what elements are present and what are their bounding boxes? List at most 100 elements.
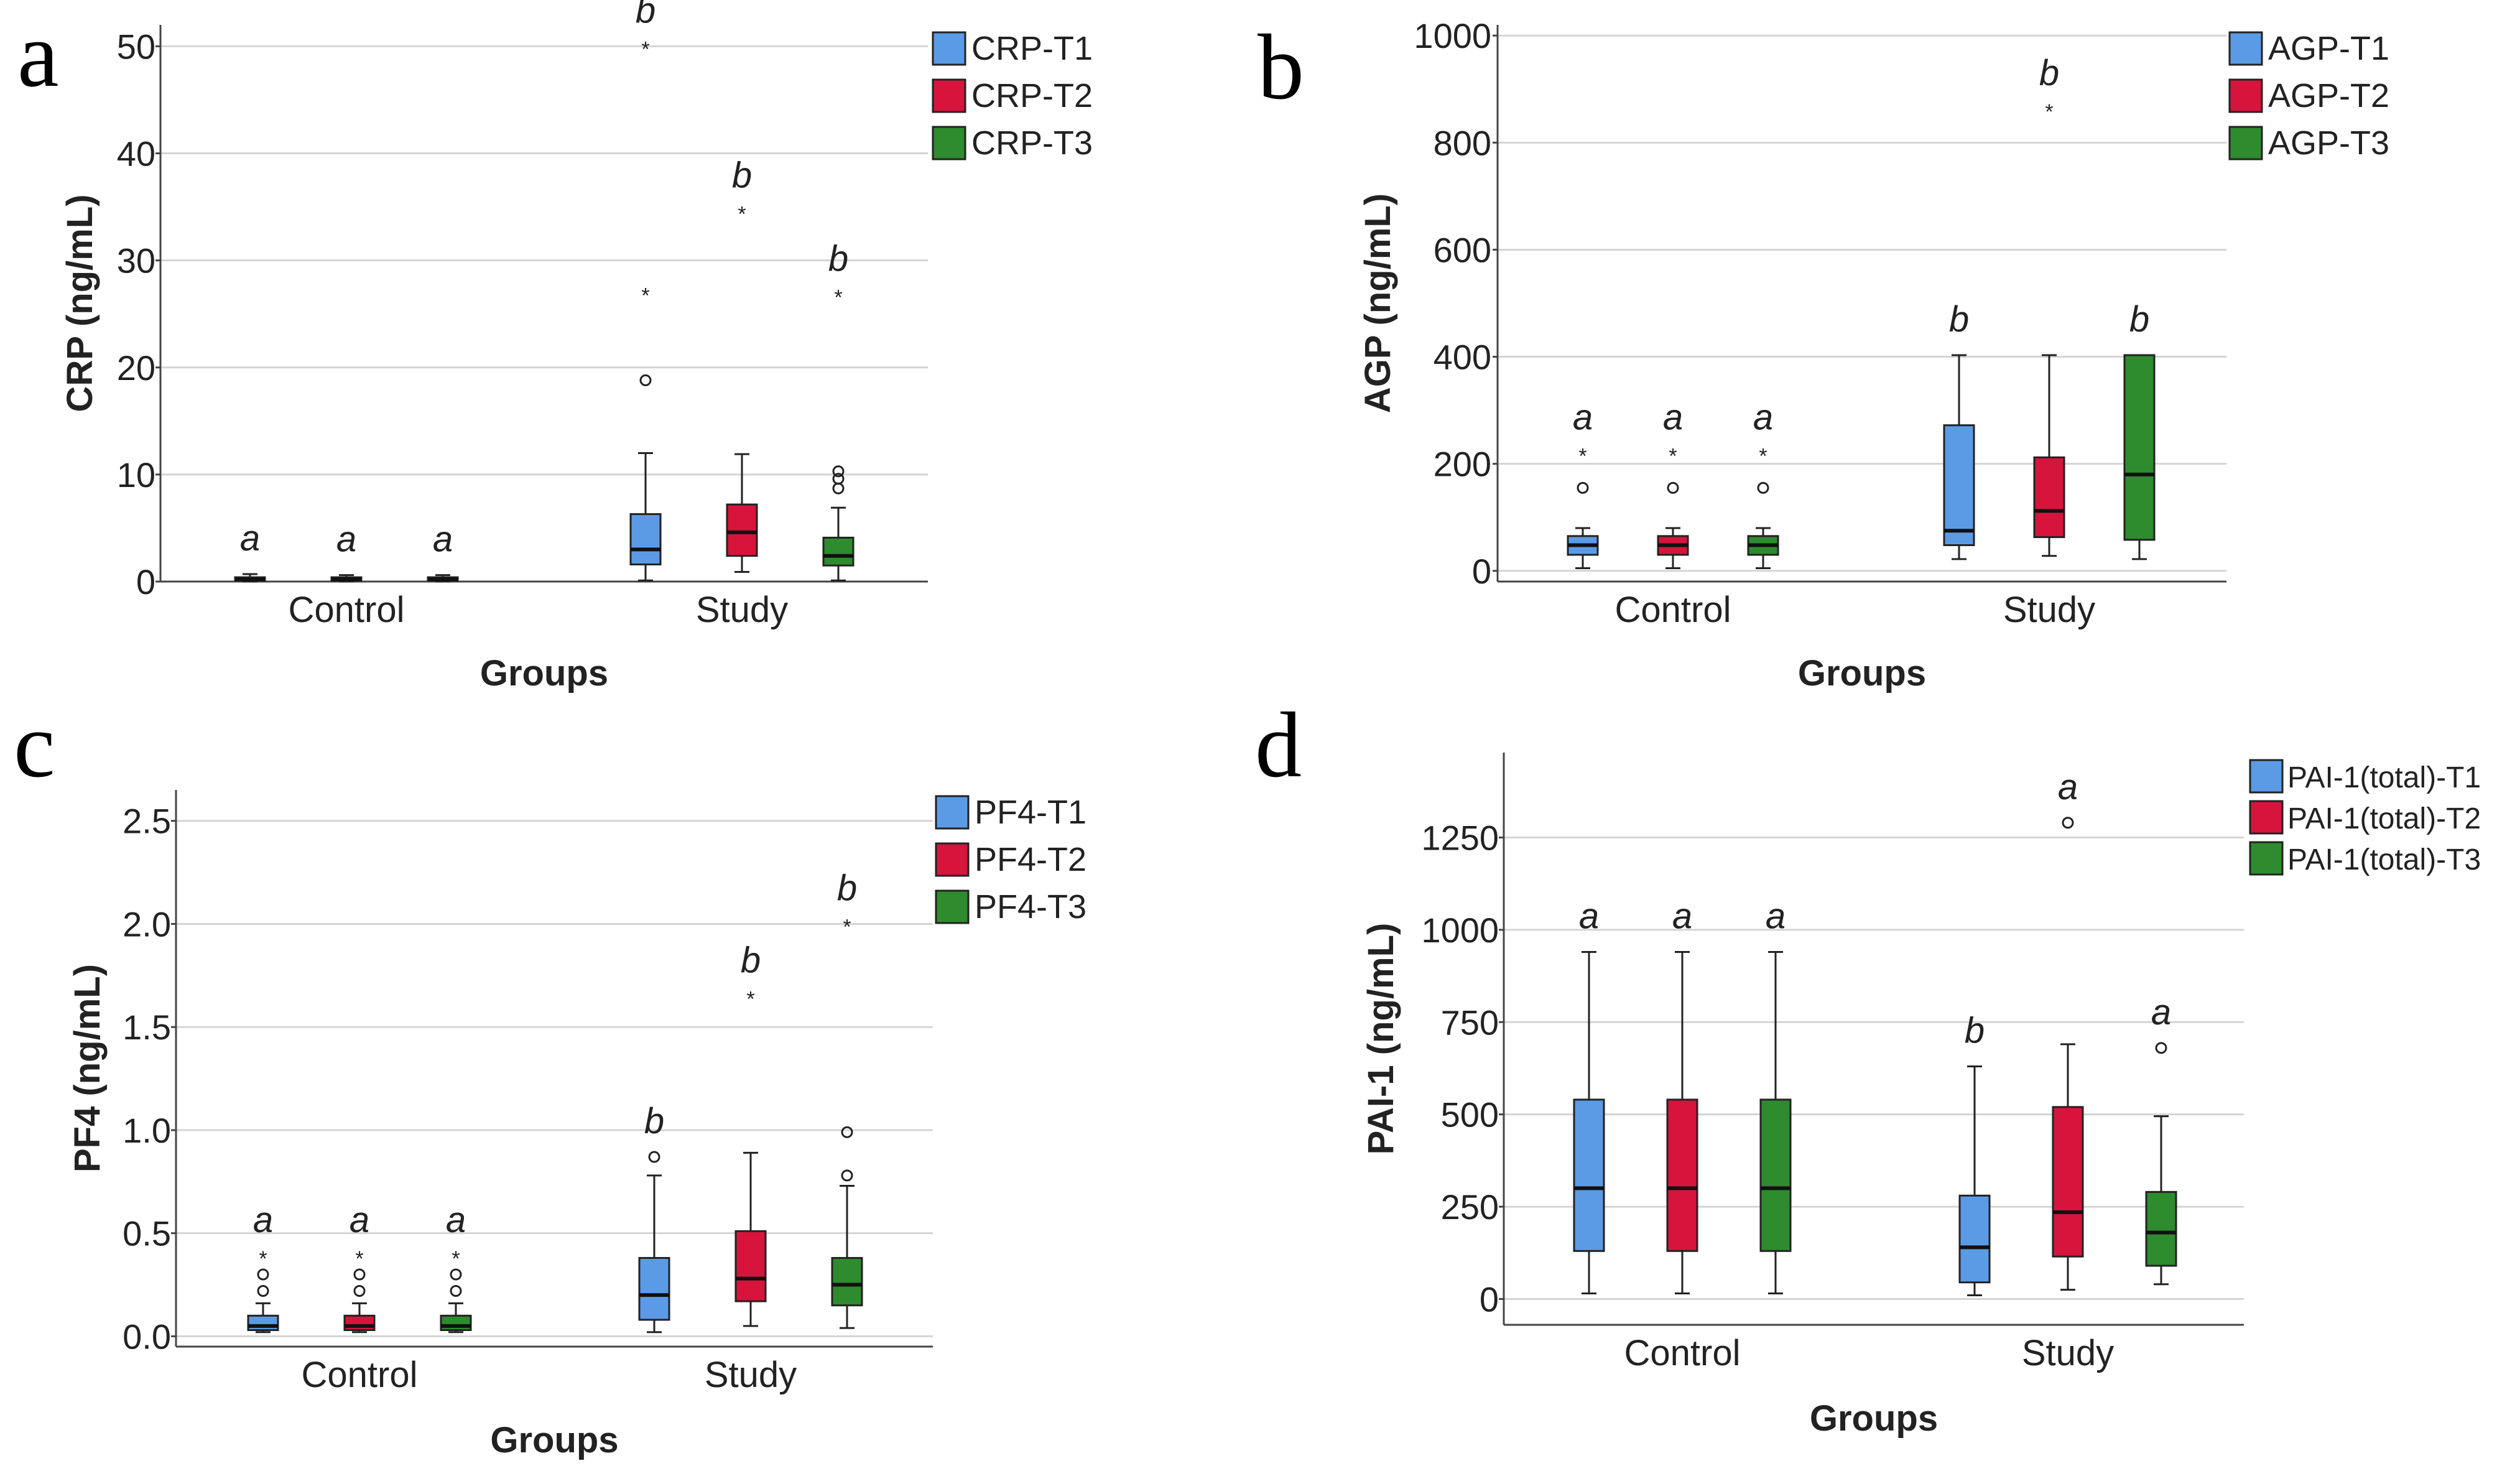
significance-label: a <box>1672 896 1692 937</box>
y-tick-label: 20 <box>117 348 155 387</box>
extreme-point: * <box>2045 100 2053 124</box>
extreme-point: * <box>738 202 746 226</box>
box-body <box>638 1256 670 1321</box>
box-body <box>1943 424 1975 546</box>
significance-label: b <box>2039 53 2059 93</box>
legend-label: AGP-T1 <box>2268 30 2389 67</box>
y-tick-label: 750 <box>1441 1003 1499 1042</box>
significance-label: a <box>1766 896 1786 937</box>
legend-swatch <box>935 889 970 924</box>
extreme-point: * <box>355 1247 363 1271</box>
outlier-point <box>841 1169 853 1182</box>
panel-letter: c <box>14 694 55 797</box>
legend-swatch <box>2249 800 2284 835</box>
y-tick-label: 400 <box>1434 338 1491 377</box>
x-category-label: Control <box>1615 590 1731 630</box>
extreme-point: * <box>1578 444 1587 468</box>
significance-label: b <box>1949 299 1969 340</box>
significance-label: a <box>433 519 453 560</box>
outlier-point <box>353 1285 366 1297</box>
extreme-point: * <box>1759 444 1767 468</box>
panel-letter: a <box>17 3 59 106</box>
box-body <box>822 536 855 567</box>
legend-label: AGP-T3 <box>2268 124 2389 162</box>
outlier-point <box>2155 1042 2167 1054</box>
y-tick-label: 1000 <box>1414 16 1491 55</box>
outlier-point <box>639 374 652 386</box>
x-axis-title: Groups <box>1810 1398 1938 1439</box>
legend-label: PF4-T1 <box>975 794 1086 831</box>
box-body <box>440 1314 472 1331</box>
x-category-label: Control <box>289 590 405 630</box>
extreme-point: * <box>843 915 851 939</box>
y-tick-label: 250 <box>1441 1187 1499 1227</box>
box-body <box>1958 1194 1991 1284</box>
chart-panel-c: c 0.0 0.5 1.0 1.5 2.0 2.5 PF4 (ng/mL) Control Stu… <box>14 694 1086 1460</box>
legend-label: CRP-T2 <box>971 77 1093 114</box>
box-body <box>2052 1106 2084 1258</box>
y-tick-label: 40 <box>117 134 155 174</box>
legend-swatch <box>2249 759 2284 794</box>
legend-swatch <box>2228 78 2263 113</box>
y-tick-label: 600 <box>1434 230 1491 269</box>
significance-label: b <box>732 155 752 195</box>
outlier-point <box>1667 481 1679 494</box>
legend-swatch <box>2228 126 2263 160</box>
outlier-point <box>1577 481 1589 494</box>
extreme-point: * <box>746 987 754 1011</box>
legend-label: PF4-T3 <box>975 888 1086 926</box>
significance-label: b <box>2129 299 2149 340</box>
significance-label: b <box>828 239 848 279</box>
extreme-point: * <box>259 1247 267 1271</box>
outlier-point <box>450 1285 462 1297</box>
y-tick-label: 0 <box>136 562 155 601</box>
significance-label: a <box>1579 896 1599 937</box>
x-category-label: Study <box>2003 590 2095 630</box>
y-tick-label: 1.0 <box>123 1111 171 1150</box>
y-tick-label: 2.5 <box>123 802 171 841</box>
x-category-label: Control <box>302 1355 418 1395</box>
legend-label: CRP-T1 <box>971 30 1093 67</box>
y-tick-label: 2.0 <box>123 904 171 944</box>
box-body <box>1666 1098 1698 1252</box>
significance-label: a <box>1663 397 1683 437</box>
outlier-point <box>353 1268 366 1281</box>
y-tick-label: 50 <box>117 27 155 66</box>
legend-swatch <box>2228 31 2263 66</box>
legend-swatch <box>932 126 966 160</box>
significance-label: a <box>1753 397 1773 437</box>
outlier-point <box>257 1285 269 1297</box>
y-tick-label: 500 <box>1441 1095 1499 1135</box>
y-axis-title: PF4 (ng/mL) <box>67 964 108 1172</box>
x-axis-title: Groups <box>490 1420 618 1460</box>
legend-swatch <box>2249 841 2284 876</box>
legend-swatch <box>935 842 970 877</box>
y-tick-label: 1.5 <box>123 1008 171 1047</box>
outlier-point <box>832 482 845 494</box>
y-tick-label: 800 <box>1434 123 1491 162</box>
significance-label: a <box>253 1200 273 1240</box>
y-tick-label: 200 <box>1434 445 1491 484</box>
x-axis-title: Groups <box>1798 653 1926 694</box>
y-tick-label: 0 <box>1472 552 1491 591</box>
box-body <box>1573 1098 1605 1252</box>
y-axis-title: CRP (ng/mL) <box>60 194 100 412</box>
outlier-point <box>648 1151 660 1163</box>
y-tick-label: 10 <box>117 455 155 494</box>
legend-swatch <box>932 78 966 113</box>
box-body <box>629 513 662 565</box>
significance-label: b <box>636 0 655 30</box>
box-body <box>1759 1098 1792 1252</box>
y-tick-label: 0 <box>1480 1279 1499 1319</box>
significance-label: a <box>2151 992 2171 1032</box>
legend-swatch <box>935 795 970 830</box>
significance-label: a <box>350 1200 369 1240</box>
y-tick-label: 30 <box>117 241 155 281</box>
extreme-point: * <box>1669 444 1677 468</box>
chart-panel-b: b 0 200 400 600 800 1000 AGP (ng/mL) Control Stud… <box>1258 16 2389 694</box>
y-axis-title: AGP (ng/mL) <box>1358 193 1398 413</box>
x-category-label: Study <box>696 590 788 630</box>
outlier-point <box>450 1268 462 1281</box>
box-body <box>831 1256 863 1307</box>
